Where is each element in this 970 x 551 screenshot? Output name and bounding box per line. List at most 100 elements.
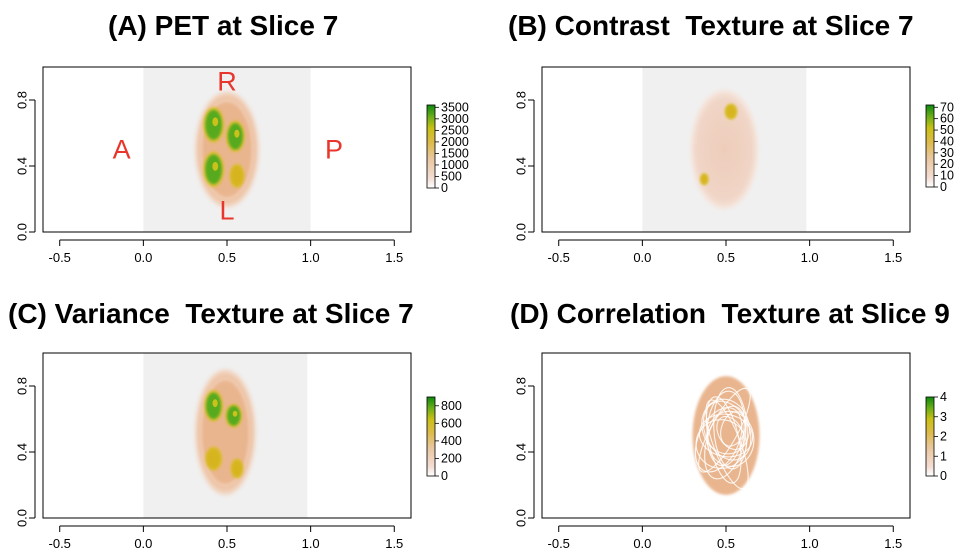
colorbar-tick-label: 2500 — [441, 123, 469, 137]
texture-strand — [706, 390, 745, 467]
colorbar-tick-label: 70 — [940, 100, 954, 114]
x-tick-label: 1.0 — [302, 536, 320, 551]
x-tick-label: 1.0 — [302, 250, 320, 265]
colorbar-tick-label: 3 — [940, 410, 947, 424]
orientation-label-P: P — [325, 134, 343, 164]
colorbar-tick-label: 2000 — [441, 135, 469, 149]
plot-frame — [541, 66, 911, 233]
x-tick-label: -0.5 — [49, 250, 71, 265]
x-tick-label: 1.5 — [385, 250, 403, 265]
colorbar-tick-label: 40 — [940, 134, 954, 148]
panel-c-title: (C) Variance Texture at Slice 7 — [8, 298, 414, 329]
x-tick-label: 1.5 — [385, 536, 403, 551]
plot-frame — [541, 352, 911, 519]
object-ring — [199, 98, 255, 201]
colorbar-tick-label: 10 — [940, 169, 954, 183]
hotspot — [231, 166, 243, 186]
colorbar-tick-label: 0 — [940, 180, 947, 194]
colorbar-tick-label: 60 — [940, 112, 954, 126]
orientation-label-L: L — [219, 195, 234, 225]
plot-frame — [42, 66, 412, 233]
colorbar-tick-label: 4 — [940, 390, 947, 404]
x-tick-label: -0.5 — [548, 536, 570, 551]
plot-frame — [42, 352, 412, 519]
hotspot-core — [212, 399, 218, 408]
colorbar-tick-label: 600 — [441, 416, 462, 430]
texture-object — [690, 90, 758, 209]
hotspot — [726, 104, 737, 119]
x-tick-label: 0.0 — [134, 250, 152, 265]
texture-strand — [701, 398, 750, 455]
panel-d-title: (D) Correlation Texture at Slice 9 — [510, 298, 950, 329]
colorbar-tick-label: 800 — [441, 399, 462, 413]
colorbar — [426, 104, 436, 189]
y-tick-label: 0.4 — [14, 443, 29, 461]
pet-object — [195, 91, 259, 208]
x-tick-label: 0.0 — [633, 250, 651, 265]
y-tick-label: 0.0 — [14, 509, 29, 527]
colorbar-tick-label: 1500 — [441, 146, 469, 160]
colorbar-tick-label: 1000 — [441, 158, 469, 172]
hotspot-core — [212, 117, 219, 127]
colorbar-tick-label: 50 — [940, 123, 954, 137]
hotspot — [700, 174, 708, 185]
hotspot — [206, 448, 221, 469]
texture-strand — [713, 387, 748, 470]
hotspot-core — [212, 161, 219, 171]
y-tick-label: 0.4 — [14, 157, 29, 175]
colorbar-tick-label: 200 — [441, 451, 462, 465]
colorbar-tick-label: 20 — [940, 157, 954, 171]
panel-a-title: (A) PET at Slice 7 — [108, 10, 339, 41]
panel-d: -0.5 0.0 0.5 1.0 1.5 0.0 0.4 0.8 0 1 2 3 4 — [513, 352, 947, 551]
y-tick-label: 0.8 — [14, 91, 29, 109]
texture-strand — [694, 407, 743, 473]
x-tick-label: 1.5 — [884, 250, 902, 265]
y-tick-label: 0.8 — [14, 377, 29, 395]
texture-object — [692, 376, 760, 495]
colorbar-tick-label: 0 — [441, 469, 448, 483]
colorbar — [925, 104, 935, 188]
y-tick-label: 0.8 — [513, 91, 528, 109]
colorbar-tick-label: 0 — [940, 469, 947, 483]
x-tick-label: 0.5 — [218, 250, 236, 265]
y-tick-label: 0.8 — [513, 377, 528, 395]
x-tick-label: -0.5 — [548, 250, 570, 265]
x-tick-label: 0.0 — [633, 536, 651, 551]
y-tick-label: 0.4 — [513, 157, 528, 175]
panel-c: -0.5 0.0 0.5 1.0 1.5 0.0 0.4 0.8 0 200 400 600 800 — [14, 352, 462, 551]
x-tick-label: -0.5 — [49, 536, 71, 551]
y-tick-label: 0.0 — [513, 223, 528, 241]
y-tick-label: 0.4 — [513, 443, 528, 461]
orientation-label-R: R — [217, 67, 237, 97]
colorbar-tick-label: 3500 — [441, 100, 469, 114]
hotspot-core — [232, 410, 238, 417]
y-tick-label: 0.0 — [513, 509, 528, 527]
hotspot-core — [234, 129, 240, 138]
x-tick-label: 1.5 — [884, 536, 902, 551]
panel-b-title: (B) Contrast Texture at Slice 7 — [508, 10, 914, 41]
x-tick-label: 0.0 — [134, 536, 152, 551]
colorbar-tick-label: 2 — [940, 430, 947, 444]
x-tick-label: 0.5 — [717, 250, 735, 265]
texture-strand — [720, 411, 747, 447]
y-tick-label: 0.0 — [14, 223, 29, 241]
colorbar-tick-label: 30 — [940, 146, 954, 160]
x-tick-label: 0.5 — [218, 536, 236, 551]
colorbar-tick-label: 400 — [441, 434, 462, 448]
pet-object — [195, 369, 256, 495]
x-tick-label: 0.5 — [717, 536, 735, 551]
panel-a: R L A P -0.5 0.0 0.5 1.0 1.5 0.0 0.4 0.8 05001000150… — [14, 66, 469, 265]
colorbar-tick-label: 0 — [441, 181, 448, 195]
x-tick-label: 1.0 — [801, 250, 819, 265]
texture-strand — [698, 387, 751, 473]
x-tick-label: 1.0 — [801, 536, 819, 551]
object-ring — [199, 377, 252, 487]
colorbar — [925, 396, 935, 477]
colorbar-tick-label: 1 — [940, 449, 947, 463]
colorbar-tick-label: 3000 — [441, 112, 469, 126]
colorbar-tick-label: 500 — [441, 169, 462, 183]
orientation-label-A: A — [113, 134, 131, 164]
